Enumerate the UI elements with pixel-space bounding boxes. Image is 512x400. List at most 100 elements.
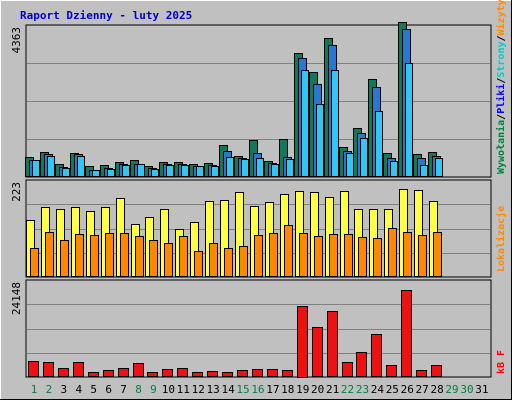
bar-kbytes: [373, 238, 382, 277]
x-tick-label: 28: [430, 383, 443, 396]
x-tick-label: 8: [135, 383, 142, 396]
bar-pages: [241, 159, 249, 177]
y-max-label: 4363: [10, 27, 23, 54]
x-tick-label: 9: [150, 383, 157, 396]
bar-bandwidth: [73, 362, 84, 377]
bar-bandwidth: [252, 369, 263, 377]
bar-bandwidth: [118, 368, 129, 377]
bar-pages: [316, 104, 324, 177]
bar-bandwidth: [177, 368, 188, 377]
bar-kbytes: [45, 232, 54, 277]
bar-pages: [301, 70, 309, 177]
bar-pages: [32, 160, 40, 177]
bar-pages: [346, 153, 354, 177]
panel-bottom: 24148: [10, 279, 492, 378]
bar-kbytes: [269, 233, 278, 277]
bar-pages: [331, 70, 339, 177]
bar-kbytes: [105, 233, 114, 277]
bar-kbytes: [209, 243, 218, 277]
x-tick-label: 5: [90, 383, 97, 396]
bar-pages: [77, 156, 85, 177]
bar-bandwidth: [192, 372, 203, 377]
bar-bandwidth: [401, 290, 412, 377]
bar-bandwidth: [58, 368, 69, 377]
bar-pages: [181, 165, 189, 177]
bar-bandwidth: [282, 370, 293, 377]
bar-pages: [360, 138, 368, 177]
x-tick-label: 11: [177, 383, 190, 396]
x-tick-label: 22: [341, 383, 354, 396]
bar-pages: [122, 165, 130, 177]
chart-panels: 4363 223 24148: [10, 22, 492, 378]
bar-kbytes: [418, 235, 427, 277]
bar-pages: [47, 156, 55, 177]
x-tick-label: 25: [386, 383, 399, 396]
panel-top: 4363: [10, 22, 492, 178]
x-tick-label: 20: [311, 383, 324, 396]
bar-kbytes: [329, 234, 338, 277]
bar-pages: [435, 158, 443, 177]
bar-bandwidth: [356, 352, 367, 377]
bar-pages: [92, 170, 100, 177]
chart-title: Raport Dzienny - luty 2025: [20, 9, 192, 22]
x-tick-label: 1: [31, 383, 38, 396]
bar-bandwidth: [133, 363, 144, 377]
bar-pages: [137, 164, 145, 177]
x-tick-label: 13: [207, 383, 220, 396]
x-tick-label: 27: [416, 383, 429, 396]
x-tick-label: 29: [445, 383, 458, 396]
bar-bandwidth: [416, 370, 427, 377]
bar-pages: [151, 169, 159, 177]
bar-kbytes: [254, 235, 263, 277]
side-label-top-part: Wizyty: [495, 0, 507, 35]
bar-bandwidth: [297, 306, 308, 378]
bar-bandwidth: [386, 365, 397, 377]
bar-pages: [390, 161, 398, 177]
x-tick-label: 12: [192, 383, 205, 396]
bar-pages: [211, 166, 219, 177]
x-tick-label: 21: [326, 383, 339, 396]
bar-bandwidth: [43, 362, 54, 377]
panel-middle: 223: [10, 179, 492, 278]
bar-pages: [271, 164, 279, 177]
bar-kbytes: [120, 233, 129, 277]
side-label-middle-part: Lokalizacje: [495, 206, 507, 272]
bar-kbytes: [433, 232, 442, 277]
x-tick-label: 6: [105, 383, 112, 396]
bar-pages: [405, 63, 413, 177]
side-labels: Wywołania/Pliki/Strony/WizytyLokalizacje…: [495, 0, 507, 374]
x-tick-label: 4: [75, 383, 82, 396]
x-tick-label: 19: [296, 383, 309, 396]
x-axis-day-labels: 1 2 3 4 5 6 7 8 9 10 11 12 13 14 15 16 17 18 19 20 21 22 23 24 2…: [31, 383, 489, 396]
bar-bandwidth: [342, 362, 353, 377]
bar-pages: [256, 158, 264, 177]
bar-kbytes: [90, 235, 99, 277]
bar-kbytes: [299, 233, 308, 277]
x-tick-label: 23: [356, 383, 369, 396]
bar-bandwidth: [103, 370, 114, 377]
bar-kbytes: [314, 236, 323, 277]
bar-bandwidth: [147, 372, 158, 377]
bar-kbytes: [284, 225, 293, 277]
bar-bandwidth: [371, 334, 382, 377]
side-label-top-part: /: [496, 35, 507, 41]
x-tick-label: 14: [221, 383, 235, 396]
bar-kbytes: [60, 240, 69, 277]
bar-bandwidth: [162, 369, 173, 377]
bar-kbytes: [388, 228, 397, 277]
side-label-top-part: /: [496, 114, 507, 120]
bar-kbytes: [30, 248, 39, 277]
side-label-top-part: Wywołania: [495, 120, 507, 174]
bar-kbytes: [164, 243, 173, 277]
x-tick-label: 18: [281, 383, 294, 396]
x-tick-label: 24: [371, 383, 385, 396]
bar-bandwidth: [267, 369, 278, 377]
side-label-top-part: Pliki: [495, 84, 507, 114]
bar-bandwidth: [327, 311, 338, 377]
x-tick-label: 2: [46, 383, 53, 396]
x-tick-label: 7: [120, 383, 127, 396]
bar-kbytes: [344, 234, 353, 277]
x-tick-label: 26: [401, 383, 414, 396]
bar-bandwidth: [222, 372, 233, 377]
